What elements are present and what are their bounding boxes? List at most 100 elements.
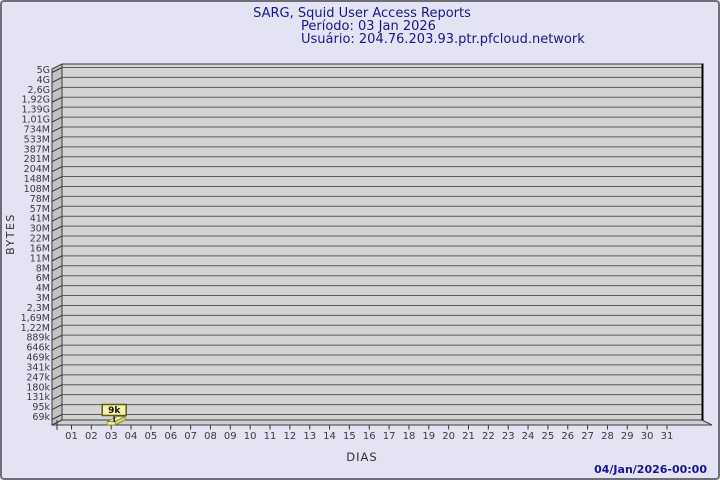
y-tick-label: 11M bbox=[30, 253, 50, 264]
x-tick-label: 09 bbox=[224, 431, 237, 442]
y-tick-label: 341k bbox=[26, 362, 50, 373]
y-tick-label: 1,92G bbox=[21, 95, 50, 106]
y-tick-label: 1,22M bbox=[21, 323, 50, 334]
y-tick-label: 889k bbox=[26, 333, 50, 344]
y-tick bbox=[51, 394, 63, 401]
floor bbox=[51, 419, 713, 426]
report-period: Período: 03 Jan 2026 bbox=[301, 19, 436, 34]
report-title: SARG, Squid User Access Reports bbox=[253, 6, 471, 21]
plot-area bbox=[61, 63, 703, 421]
y-tick-label: 3M bbox=[36, 293, 50, 304]
generated-timestamp: 04/Jan/2026-00:00 bbox=[594, 463, 707, 476]
x-tick-label: 01 bbox=[65, 431, 78, 442]
y-tick bbox=[51, 156, 63, 163]
x-tick-label: 23 bbox=[502, 431, 515, 442]
x-tick-label: 05 bbox=[145, 431, 158, 442]
y-tick bbox=[51, 255, 63, 262]
y-tick bbox=[51, 275, 63, 282]
y-tick-label: 22M bbox=[30, 234, 50, 245]
x-tick-label: 16 bbox=[363, 431, 376, 442]
y-tick-label: 180k bbox=[26, 382, 50, 393]
y-tick-label: 281M bbox=[24, 154, 50, 165]
y-tick bbox=[51, 324, 63, 331]
y-tick bbox=[51, 374, 63, 381]
y-tick-label: 78M bbox=[30, 194, 50, 205]
y-tick bbox=[51, 334, 63, 341]
x-tick-label: 18 bbox=[403, 431, 416, 442]
y-tick bbox=[51, 414, 63, 420]
y-tick bbox=[51, 235, 63, 242]
y-tick-label: 30M bbox=[30, 224, 50, 235]
x-tick-label: 17 bbox=[383, 431, 396, 442]
y-tick bbox=[51, 304, 63, 311]
y-tick-label: 5G bbox=[37, 65, 50, 76]
y-tick bbox=[51, 314, 63, 321]
x-tick-label: 19 bbox=[422, 431, 435, 442]
x-tick-label: 30 bbox=[641, 431, 654, 442]
x-tick-label: 06 bbox=[164, 431, 177, 442]
x-tick-label: 24 bbox=[522, 431, 535, 442]
y-tick bbox=[51, 186, 63, 192]
x-tick-label: 04 bbox=[125, 431, 138, 442]
y-tick-label: 1,01G bbox=[21, 115, 50, 126]
x-tick-label: 20 bbox=[442, 431, 455, 442]
y-tick-label: 646k bbox=[26, 343, 50, 354]
y-tick bbox=[51, 195, 63, 202]
x-tick-label: 11 bbox=[264, 431, 277, 442]
x-tick-label: 31 bbox=[661, 431, 674, 442]
y-tick bbox=[51, 404, 63, 411]
y-tick-label: 8M bbox=[36, 263, 50, 274]
y-tick bbox=[51, 344, 63, 351]
y-tick bbox=[51, 364, 63, 371]
y-tick-label: 2,3M bbox=[27, 303, 50, 314]
x-tick-label: 08 bbox=[204, 431, 217, 442]
y-tick-label: 469k bbox=[26, 353, 50, 364]
x-tick-label: 12 bbox=[283, 431, 296, 442]
x-axis-title: DIAS bbox=[346, 450, 378, 464]
y-tick-label: 4G bbox=[37, 75, 50, 86]
y-tick-label: 69k bbox=[32, 412, 50, 423]
y-tick bbox=[51, 146, 63, 153]
y-tick-label: 387M bbox=[24, 144, 50, 155]
x-tick-label: 03 bbox=[105, 431, 118, 442]
y-tick bbox=[51, 86, 63, 93]
y-tick-label: 95k bbox=[32, 402, 50, 413]
y-tick bbox=[51, 166, 63, 173]
y-tick-label: 16M bbox=[30, 243, 50, 254]
y-tick bbox=[51, 116, 63, 123]
x-tick-label: 27 bbox=[581, 431, 594, 442]
y-tick bbox=[51, 354, 63, 361]
y-tick bbox=[51, 96, 63, 103]
x-tick-label: 22 bbox=[482, 431, 495, 442]
y-tick-label: 108M bbox=[24, 184, 50, 195]
y-tick bbox=[51, 205, 63, 212]
y-tick bbox=[51, 215, 63, 222]
y-axis-title: BYTES bbox=[4, 213, 17, 255]
x-tick-label: 14 bbox=[323, 431, 336, 442]
y-tick-label: 1,69M bbox=[21, 313, 50, 324]
x-tick-label: 07 bbox=[184, 431, 197, 442]
y-tick-label: 57M bbox=[30, 204, 50, 215]
y-tick bbox=[51, 67, 63, 73]
x-tick-label: 26 bbox=[561, 431, 574, 442]
y-tick-label: 41M bbox=[30, 214, 50, 225]
x-tick-label: 28 bbox=[601, 431, 614, 442]
y-tick bbox=[51, 136, 63, 143]
x-tick-label: 21 bbox=[462, 431, 475, 442]
x-tick-label: 02 bbox=[85, 431, 98, 442]
y-tick bbox=[51, 76, 63, 83]
y-tick-label: 2,6G bbox=[28, 85, 50, 96]
annotation-box bbox=[101, 403, 127, 417]
y-tick-label: 6M bbox=[36, 273, 50, 284]
y-tick-label: 734M bbox=[24, 124, 50, 135]
y-tick bbox=[51, 106, 63, 113]
y-tick bbox=[51, 285, 63, 292]
x-tick-label: 25 bbox=[542, 431, 555, 442]
y-tick-label: 148M bbox=[24, 174, 50, 185]
y-tick bbox=[51, 126, 63, 133]
y-tick bbox=[51, 295, 63, 301]
y-tick-label: 247k bbox=[26, 372, 50, 383]
y-tick-label: 204M bbox=[24, 164, 50, 175]
